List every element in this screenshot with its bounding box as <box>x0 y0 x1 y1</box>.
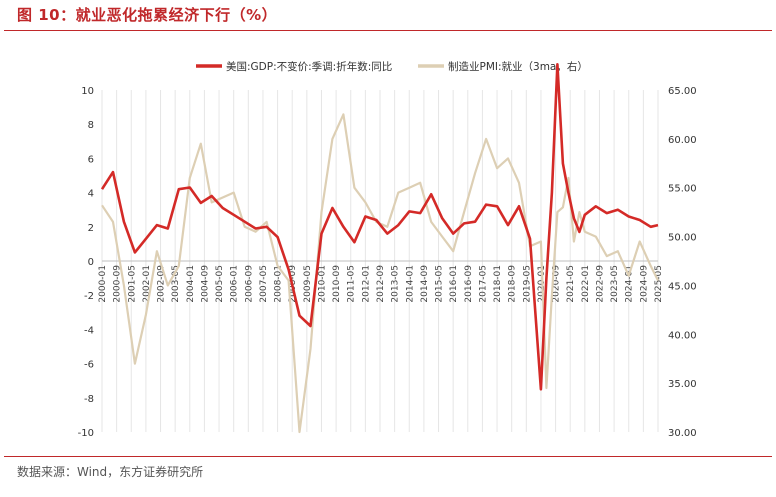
x-tick-label: 2014-09 <box>420 265 430 303</box>
x-tick-label: 2002-01 <box>142 265 152 303</box>
x-tick-label: 2024-09 <box>639 265 649 303</box>
x-tick-label: 2022-01 <box>581 265 591 303</box>
x-tick-label: 2004-01 <box>186 265 196 303</box>
title-divider <box>4 30 772 31</box>
left-tick-label: 2 <box>88 223 94 234</box>
series-line-gdp <box>100 63 659 391</box>
right-tick-label: 50.00 <box>668 233 697 244</box>
x-tick-label: 2024-01 <box>625 265 635 303</box>
right-axis-labels: 65.00 60.00 55.00 50.00 45.00 40.00 35.00 30.00 <box>668 86 697 439</box>
left-tick-label: 10 <box>81 86 94 97</box>
x-tick-label: 2013-05 <box>391 265 401 303</box>
left-tick-label: -8 <box>84 394 94 405</box>
x-tick-label: 2005-05 <box>215 265 225 303</box>
series-lines <box>100 63 659 434</box>
left-tick-label: -2 <box>84 291 94 302</box>
legend-label-pmi: 制造业PMI:就业（3ma，右） <box>448 60 588 73</box>
x-tick-label: 2022-09 <box>595 265 605 303</box>
x-tick-label: 2000-09 <box>113 265 123 303</box>
source-note: 数据来源：Wind，东方证券研究所 <box>17 465 204 479</box>
x-tick-label: 2006-01 <box>230 265 240 303</box>
left-tick-label: 8 <box>88 120 94 131</box>
left-tick-label: -4 <box>84 325 94 336</box>
x-tick-label: 2000-01 <box>98 265 108 303</box>
x-tick-label: 2023-05 <box>610 265 620 303</box>
x-tick-label: 2012-09 <box>376 265 386 303</box>
x-tick-label: 2010-01 <box>317 265 327 303</box>
x-tick-label: 2002-09 <box>157 265 167 303</box>
x-tick-label: 2012-01 <box>361 265 371 303</box>
x-tick-label: 2003-05 <box>171 265 181 303</box>
x-tick-label: 2017-05 <box>478 265 488 303</box>
x-tick-label: 2015-05 <box>435 265 445 303</box>
left-tick-label: 0 <box>88 257 94 268</box>
left-tick-label: 4 <box>88 189 94 200</box>
x-tick-label: 2014-01 <box>405 265 415 303</box>
series-line-pmi-employment <box>101 113 659 434</box>
footer-divider <box>4 456 772 457</box>
x-tick-label: 2010-09 <box>332 265 342 303</box>
left-tick-label: -6 <box>84 360 94 371</box>
legend: 美国:GDP:不变价:季调:折年数:同比 制造业PMI:就业（3ma，右） <box>196 60 588 73</box>
right-tick-label: 35.00 <box>668 379 697 390</box>
x-tick-label: 2018-09 <box>508 265 518 303</box>
x-tick-label: 2019-05 <box>522 265 532 303</box>
x-tick-label: 2006-09 <box>244 265 254 303</box>
left-tick-label: 6 <box>88 154 94 165</box>
x-tick-label: 2020-09 <box>552 265 562 303</box>
x-tick-label: 2009-05 <box>303 265 313 303</box>
x-tick-label: 2008-01 <box>274 265 284 303</box>
x-tick-label: 2021-05 <box>566 265 576 303</box>
right-tick-label: 30.00 <box>668 428 697 439</box>
x-axis-labels: 2000-01 2000-09 2001-05 2002-01 2002-09 2003-… <box>98 265 664 303</box>
chart-title: 图 10：就业恶化拖累经济下行（%） <box>17 6 278 24</box>
left-axis-labels: 10 8 6 4 2 0 -2 -4 -6 -8 -10 <box>78 86 94 439</box>
right-tick-label: 40.00 <box>668 330 697 341</box>
x-tick-label: 2016-09 <box>464 265 474 303</box>
left-tick-label: -10 <box>78 428 94 439</box>
legend-label-gdp: 美国:GDP:不变价:季调:折年数:同比 <box>226 60 392 73</box>
x-tick-label: 2004-09 <box>200 265 210 303</box>
right-tick-label: 55.00 <box>668 184 697 195</box>
x-tick-label: 2018-01 <box>493 265 503 303</box>
x-tick-label: 2016-01 <box>449 265 459 303</box>
x-tick-label: 2007-05 <box>259 265 269 303</box>
right-tick-label: 60.00 <box>668 135 697 146</box>
x-tick-label: 2011-05 <box>347 265 357 303</box>
x-tick-label: 2025-05 <box>654 265 664 303</box>
right-tick-label: 65.00 <box>668 86 697 97</box>
x-tick-label: 2001-05 <box>127 265 137 303</box>
right-tick-label: 45.00 <box>668 281 697 292</box>
